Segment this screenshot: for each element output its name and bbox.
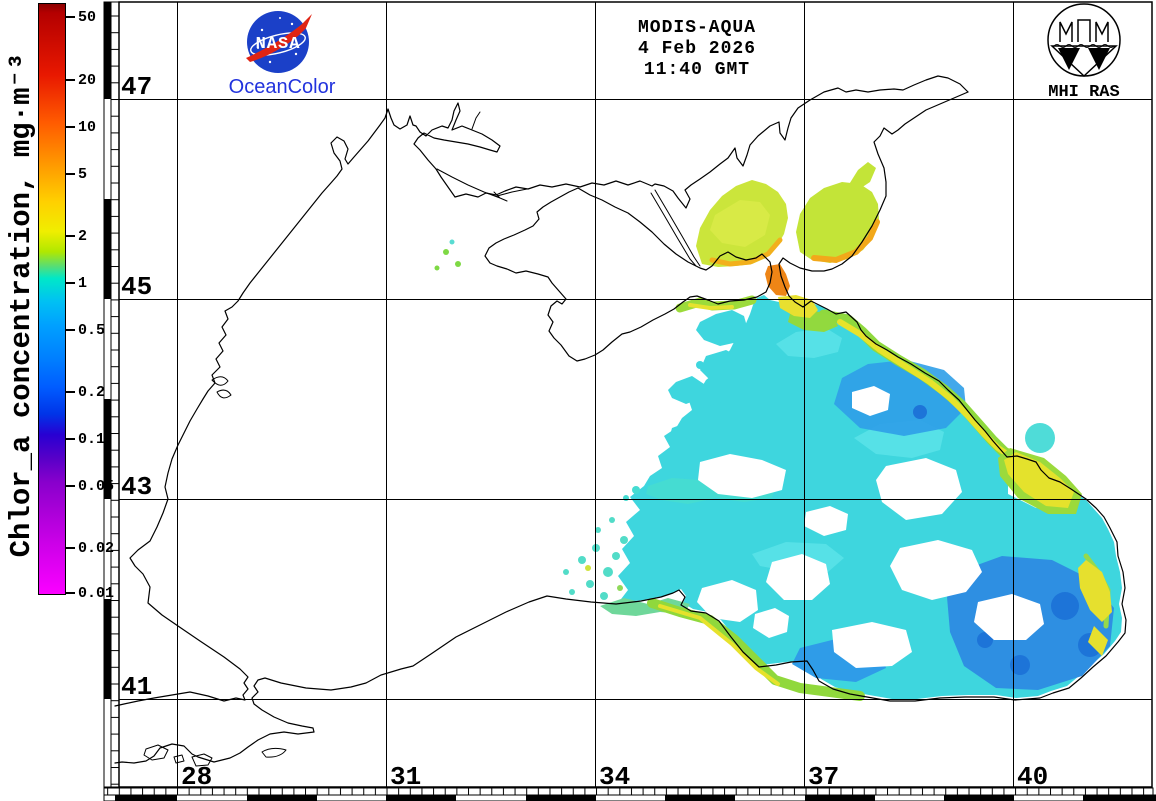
lat-label-45: 45	[121, 272, 152, 302]
coast-arabat-spit	[650, 189, 701, 267]
lat-label-43: 43	[121, 472, 152, 502]
coordinate-labels: 47 45 43 41 28 31 34 37 40	[121, 72, 1048, 792]
chl-west-patches	[661, 310, 748, 465]
nasa-orbit	[250, 32, 306, 56]
lat-label-41: 41	[121, 672, 152, 702]
colorbar-tick	[66, 235, 75, 237]
colorbar-label-20: 20	[78, 72, 97, 89]
colorbar-label-0-02: 0.02	[78, 540, 115, 557]
colorbar-tick	[66, 79, 75, 81]
chl-se-yellow-patch2	[1088, 626, 1108, 656]
colorbar-label-10: 10	[78, 119, 97, 136]
chl-sochi-yellow-blob	[1004, 452, 1074, 508]
acquisition-info: MODIS-AQUA 4 Feb 2026 11:40 GMT	[597, 18, 797, 81]
chl-eddy-cyan	[1025, 423, 1055, 453]
graticule	[119, 2, 1152, 787]
coast-spits-limans	[436, 111, 528, 202]
colorbar-label-0-01: 0.01	[78, 585, 115, 602]
colorbar-tick	[66, 282, 75, 284]
chlorophyll-data-field	[434, 162, 1122, 701]
colorbar-tick	[66, 438, 75, 440]
colorbar-title: Chlor_a concentration, mg·m⁻³	[5, 52, 38, 558]
nasa-stars	[257, 17, 298, 64]
colorbar-label-1: 1	[78, 275, 88, 292]
azov-east-lobe	[796, 182, 879, 263]
coast-crimea	[484, 187, 773, 362]
lat-label-47: 47	[121, 72, 152, 102]
mhi-circle	[1047, 3, 1121, 77]
colorbar-tick	[66, 126, 75, 128]
nasa-logo: NASA	[236, 2, 320, 82]
colorbar-label-0-2: 0.2	[78, 384, 106, 401]
kerch-yellow-plume	[778, 295, 818, 318]
azov-east-lobe-arm	[848, 162, 876, 190]
mhi-ras-label: MHI RAS	[1048, 83, 1120, 102]
kerch-orange-strait	[765, 264, 790, 296]
colorbar-tick	[66, 592, 75, 594]
colorbar-label-5: 5	[78, 166, 88, 183]
cloud-holes	[697, 386, 1070, 668]
colorbar-tick	[66, 485, 75, 487]
colorbar-tick	[66, 173, 75, 175]
azov-data	[696, 162, 880, 267]
colorbar-tick	[66, 391, 75, 393]
mhi-emblem-triangles	[1058, 48, 1110, 70]
colorbar-tick	[66, 329, 75, 331]
sensor-name: MODIS-AQUA	[637, 18, 757, 38]
coast-marmara-islands-lakes	[143, 376, 287, 767]
colorbar-label-0-5: 0.5	[78, 322, 106, 339]
oceancolor-wordmark: OceanColor	[228, 76, 336, 98]
nasa-text: NASA	[256, 35, 301, 54]
colorbar-label-0-05: 0.05	[78, 478, 115, 495]
acquisition-time: 11:40 GMT	[643, 60, 751, 80]
mhi-ras-logo	[1044, 2, 1124, 82]
colorbar-tick	[66, 547, 75, 549]
chl-se-yellow-patch	[1078, 560, 1112, 622]
coastlines	[114, 75, 1127, 767]
colorbar-gradient	[38, 3, 66, 595]
nw-shelf-specks	[434, 239, 461, 271]
nasa-swoosh	[246, 14, 312, 62]
coast-north-european	[114, 75, 969, 707]
colorbar-label-0-1: 0.1	[78, 431, 106, 448]
colorbar-tick	[66, 16, 75, 18]
acquisition-date: 4 Feb 2026	[637, 39, 757, 59]
coast-asian-caucasus	[114, 91, 1127, 764]
colorbar-label-2: 2	[78, 228, 88, 245]
colorbar-label-50: 50	[78, 9, 97, 26]
azov-west-lobe-light	[710, 200, 770, 247]
map-frame	[103, 1, 1156, 801]
